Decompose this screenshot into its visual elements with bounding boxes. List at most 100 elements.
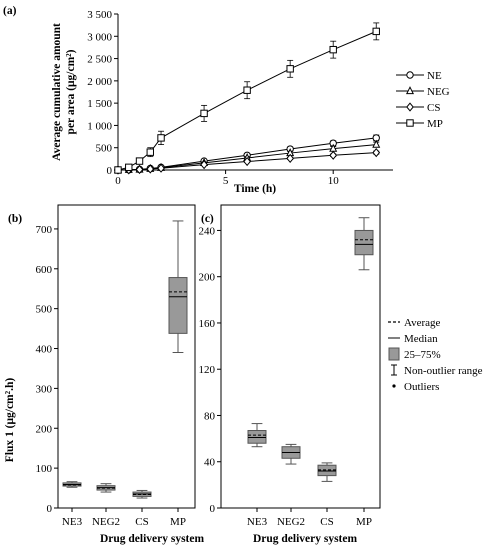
y-tick-label: 120 (199, 364, 216, 376)
x-tick-label: NE3 (247, 516, 268, 528)
y-tick-label: 80 (204, 410, 216, 422)
data-point (329, 45, 337, 54)
legend-label: Average (404, 317, 441, 329)
panel-a-y-tick-label: 1 500 (87, 98, 112, 110)
legend-label: 25–75% (404, 349, 441, 361)
y-tick-label: 0 (47, 503, 53, 515)
panel-c-label: (c) (201, 213, 214, 225)
legend-label: Median (404, 333, 438, 345)
y-tick-label: 400 (36, 344, 53, 356)
legend-marker-circle (406, 71, 414, 79)
data-point (200, 109, 208, 118)
data-point (125, 163, 133, 172)
box-ne3 (247, 423, 267, 448)
box-iqr (317, 464, 337, 477)
panel-a-y-tick-label: 0 (107, 165, 113, 177)
x-tick-label: NEG2 (92, 516, 120, 528)
data-point (146, 164, 155, 174)
box-neg2 (96, 483, 116, 493)
panel-a-y-tick-label: 2 500 (87, 54, 112, 66)
data-point (157, 134, 165, 142)
data-point (157, 163, 165, 173)
data-point (135, 157, 144, 165)
panel-a-y-axis-label-line2: per area (μg/cm²) (65, 49, 77, 134)
panel-a-y-tick-label: 3 000 (87, 31, 112, 43)
series-line-mp (117, 30, 377, 171)
data-point (243, 156, 251, 167)
panel-a-y-tick-label: 500 (96, 143, 113, 155)
panel-a-label: (a) (3, 5, 17, 17)
y-tick-label: 240 (199, 225, 216, 237)
box-plot-panel-b: (b) Flux 1 (μg/cm².h) Drug delivery syst… (4, 204, 205, 545)
x-tick-label: MP (356, 516, 372, 528)
panel-c-x-axis-label: Drug delivery system (253, 533, 358, 545)
legend-label: Outliers (404, 381, 439, 393)
panel-c-frame (220, 204, 381, 509)
panel-a-x-tick-label: 10 (328, 175, 340, 187)
y-tick-label: 100 (36, 463, 53, 475)
panel-a-x-tick-label: 5 (223, 175, 229, 187)
box-mp (354, 217, 374, 271)
y-tick-label: 300 (36, 383, 53, 395)
line-chart-panel-a: (a) 0 500 1 000 1 500 2 000 2 500 3 000 3 500 0… (3, 5, 450, 195)
legend-outlier-symbol (392, 384, 396, 388)
legend-marker-square (406, 119, 414, 127)
legend-box-symbol (388, 347, 400, 361)
x-tick-label: CS (320, 516, 333, 528)
box-neg2 (281, 443, 301, 465)
data-point (135, 164, 144, 175)
x-tick-label: NEG2 (277, 516, 305, 528)
box-cs (317, 462, 337, 482)
series-mp (114, 22, 380, 174)
x-tick-label: MP (170, 516, 186, 528)
box-iqr (168, 277, 188, 334)
data-point (200, 160, 208, 170)
box-iqr (247, 430, 267, 444)
box-ne3 (62, 481, 82, 488)
data-point (329, 150, 338, 160)
y-tick-label: 200 (36, 423, 53, 435)
legend-label: MP (427, 118, 443, 130)
legend-label: Non-outlier range (404, 365, 483, 377)
panel-a-y-axis-label-line1: Average cumulative amount (51, 23, 63, 161)
panel-a-y-tick-label: 2 000 (87, 76, 112, 88)
data-point (372, 27, 380, 36)
y-tick-label: 500 (36, 304, 53, 316)
legend-marker-triangle (405, 86, 415, 95)
series-line-cs (117, 152, 377, 171)
box-plot-panel-c: (c) Drug delivery system 0 40 80 120 160 200 2… (199, 204, 381, 545)
box-cs (132, 489, 152, 499)
legend-label: NE (427, 70, 442, 82)
y-tick-label: 40 (204, 457, 216, 469)
x-tick-label: NE3 (62, 516, 83, 528)
panel-a-x-axis-label: Time (h) (234, 183, 276, 195)
data-point (114, 166, 122, 174)
data-point (286, 65, 294, 73)
data-point (243, 86, 251, 94)
box-plot-legend: Average Median 25–75% Non-outlier range Outl… (388, 317, 483, 393)
panel-b-frame (57, 204, 196, 509)
box-mp (168, 220, 188, 354)
y-tick-label: 600 (36, 264, 53, 276)
y-tick-label: 160 (199, 318, 216, 330)
panel-a-y-tick-label: 1 000 (87, 120, 112, 132)
y-tick-label: 0 (210, 503, 216, 515)
panel-b-x-axis-label: Drug delivery system (100, 533, 205, 545)
box-iqr (354, 229, 374, 256)
legend-label: CS (427, 102, 440, 114)
panel-b-y-axis-label: Flux 1 (μg/cm².h) (4, 378, 16, 463)
panel-b-label: (b) (8, 213, 22, 225)
data-point (286, 153, 295, 163)
legend-marker-diamond (406, 102, 414, 112)
panel-a-legend: NE NEG CS MP (396, 70, 450, 130)
y-tick-label: 200 (199, 272, 216, 284)
data-point (146, 148, 154, 156)
panel-a-x-tick-label: 0 (115, 175, 121, 187)
data-point (372, 148, 381, 158)
x-tick-label: CS (135, 516, 148, 528)
legend-label: NEG (427, 86, 450, 98)
y-tick-label: 700 (36, 224, 53, 236)
data-point (372, 139, 381, 148)
panel-a-y-tick-label: 3 500 (87, 9, 112, 21)
